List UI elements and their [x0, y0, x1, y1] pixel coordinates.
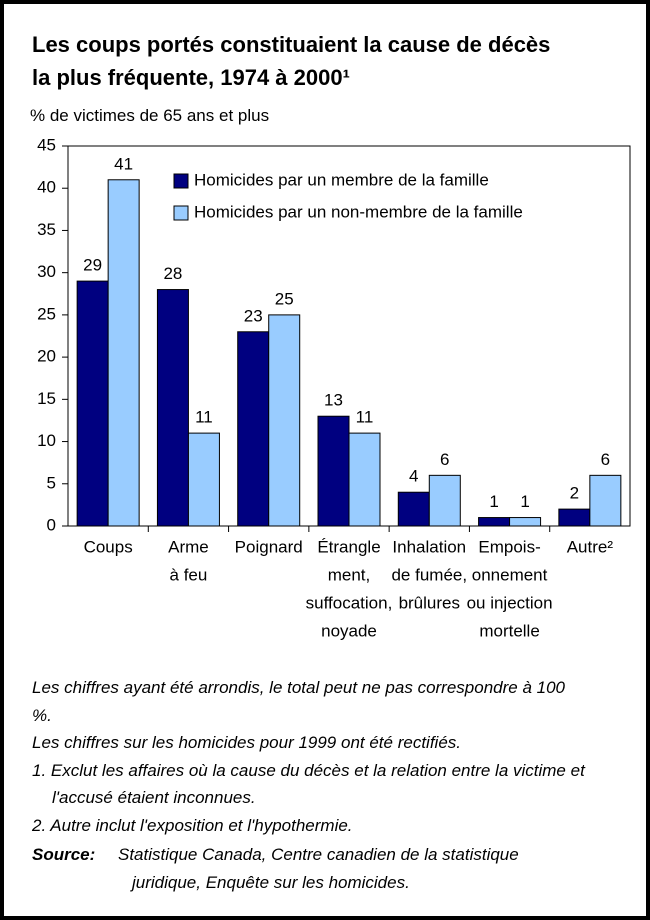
bar [107, 179, 140, 527]
data-label: 41 [114, 154, 133, 173]
y-tick-label: 30 [37, 262, 56, 281]
bar [76, 280, 109, 527]
bar [156, 289, 189, 527]
data-label: 6 [440, 450, 449, 469]
source-text: Statistique Canada, Centre canadien de l… [118, 845, 519, 892]
x-tick-label: ment, [328, 565, 371, 584]
bar [509, 517, 542, 527]
footnote: 2. Autre inclut l'exposition et l'hypoth… [32, 815, 353, 835]
y-tick-label: 20 [37, 347, 56, 366]
data-label: 6 [601, 450, 610, 469]
y-tick-label: 25 [37, 304, 56, 323]
y-tick-label: 15 [37, 389, 56, 408]
x-tick-label: Coups [84, 537, 133, 556]
legend-swatch [173, 173, 189, 189]
x-tick-label: de fumée, [391, 565, 467, 584]
data-label: 13 [324, 391, 343, 410]
y-axis-unit: % de victimes de 65 ans et plus [30, 106, 270, 125]
data-label: 1 [520, 492, 529, 511]
bar [237, 331, 270, 527]
x-tick-label: ou injection [467, 593, 553, 612]
x-tick-label: onnement [472, 565, 548, 584]
source-label: Source: [32, 845, 96, 864]
x-tick-label: suffocation, [306, 593, 393, 612]
legend-swatch [173, 205, 189, 221]
data-label: 25 [275, 289, 294, 308]
x-tick-label: Étrangle [317, 537, 380, 556]
x-tick-label: Inhalation [392, 537, 466, 556]
data-label: 28 [163, 264, 182, 283]
bar [397, 491, 430, 527]
bar [348, 432, 381, 527]
data-label: 4 [409, 467, 418, 486]
data-label: 2 [570, 484, 579, 503]
bar [268, 314, 301, 527]
x-tick-label: Autre² [567, 537, 614, 556]
bar [317, 415, 350, 527]
data-label: 11 [195, 408, 213, 427]
notes: Les chiffres ayant été arrondis, le tota… [32, 674, 622, 896]
y-tick-label: 40 [37, 178, 56, 197]
data-label: 1 [489, 492, 498, 511]
bar [558, 508, 591, 527]
x-tick-label: mortelle [479, 621, 539, 640]
bar [478, 517, 511, 527]
x-tick-label: à feu [170, 565, 208, 584]
y-tick-label: 0 [47, 515, 56, 534]
data-label: 23 [244, 306, 263, 325]
note: Les chiffres ayant été arrondis, le tota… [32, 678, 565, 725]
y-tick-label: 35 [37, 220, 56, 239]
bar [187, 432, 220, 527]
note: Les chiffres sur les homicides pour 1999… [32, 733, 461, 752]
data-label: 29 [83, 256, 102, 275]
x-tick-label: Poignard [235, 537, 303, 556]
footnote: 1. Exclut les affaires où la cause du dé… [32, 760, 585, 808]
y-tick-label: 10 [37, 431, 56, 450]
bar [428, 474, 461, 527]
y-tick-label: 5 [47, 473, 56, 492]
x-tick-label: Empois- [478, 537, 540, 556]
x-tick-label: noyade [321, 621, 377, 640]
source: Source: Statistique Canada, Centre canad… [32, 841, 622, 896]
legend-label: Homicides par un membre de la famille [194, 170, 489, 189]
y-tick-label: 45 [37, 135, 56, 154]
legend-label: Homicides par un non-membre de la famill… [194, 202, 523, 221]
chart-title: Les coups portés constituaient la cause … [32, 32, 551, 90]
data-label: 11 [356, 408, 374, 427]
x-tick-label: Arme [168, 537, 209, 556]
x-tick-label: brûlures [399, 593, 460, 612]
bar [589, 474, 622, 527]
